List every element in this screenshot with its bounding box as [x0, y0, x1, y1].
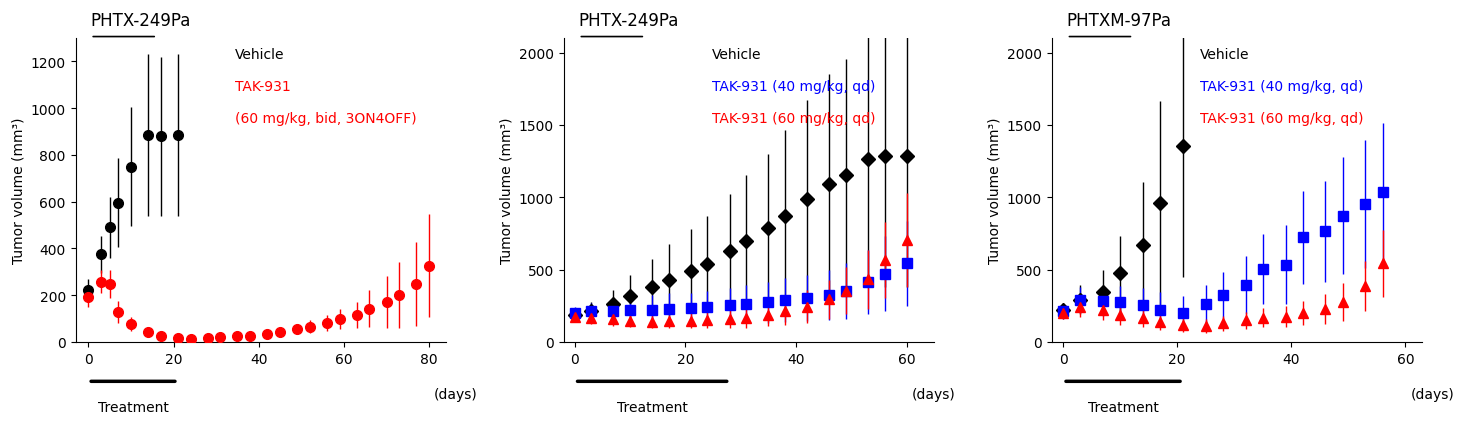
Text: Treatment: Treatment: [616, 399, 688, 414]
Text: (60 mg/kg, bid, 3ON4OFF): (60 mg/kg, bid, 3ON4OFF): [235, 112, 417, 126]
Y-axis label: Tumor volume (mm³): Tumor volume (mm³): [499, 117, 513, 264]
Text: TAK-931 (60 mg/kg, qd): TAK-931 (60 mg/kg, qd): [711, 112, 876, 126]
Text: TAK-931 (40 mg/kg, qd): TAK-931 (40 mg/kg, qd): [1200, 80, 1363, 94]
Text: (days): (days): [433, 387, 477, 402]
Text: TAK-931 (60 mg/kg, qd): TAK-931 (60 mg/kg, qd): [1200, 112, 1363, 126]
Text: PHTX-249Pa: PHTX-249Pa: [91, 12, 191, 30]
Text: Vehicle: Vehicle: [711, 48, 761, 62]
Y-axis label: Tumor volume (mm³): Tumor volume (mm³): [12, 117, 25, 264]
Y-axis label: Tumor volume (mm³): Tumor volume (mm³): [987, 117, 1002, 264]
Text: (days): (days): [1411, 387, 1455, 402]
Text: PHTX-249Pa: PHTX-249Pa: [578, 12, 679, 30]
Text: TAK-931 (40 mg/kg, qd): TAK-931 (40 mg/kg, qd): [711, 80, 876, 94]
Text: Vehicle: Vehicle: [1200, 48, 1250, 62]
Text: Vehicle: Vehicle: [235, 48, 285, 62]
Text: PHTXM-97Pa: PHTXM-97Pa: [1067, 12, 1172, 30]
Text: TAK-931: TAK-931: [235, 80, 290, 94]
Text: Treatment: Treatment: [1087, 399, 1159, 414]
Text: Treatment: Treatment: [98, 399, 169, 414]
Text: (days): (days): [912, 387, 956, 402]
